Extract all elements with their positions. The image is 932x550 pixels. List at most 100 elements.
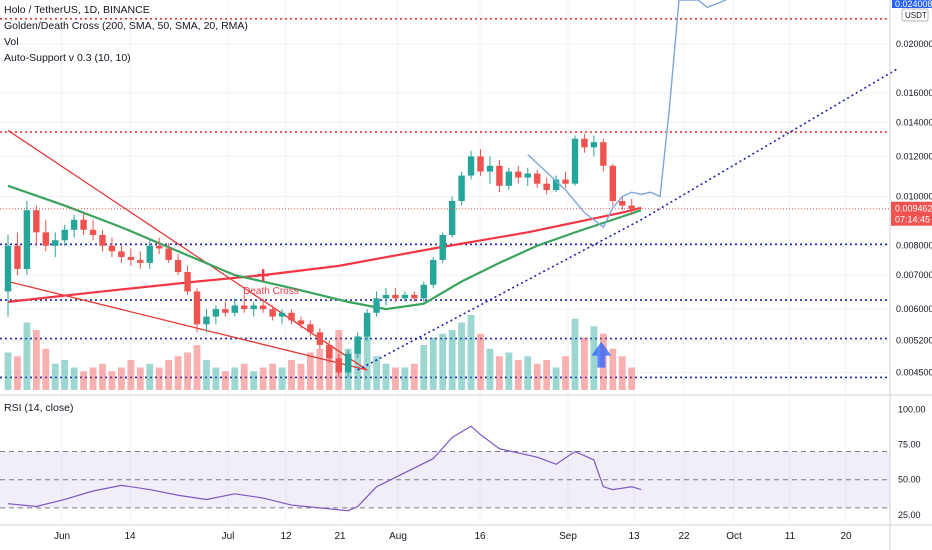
currency-badge: [901, 8, 929, 22]
candle-body-57: [543, 183, 550, 191]
time-tick-12: 20: [840, 531, 852, 542]
time-tick-8: 13: [628, 531, 640, 542]
candle-body-32: [307, 324, 314, 333]
projection-line: [527, 0, 727, 229]
candle-body-26: [250, 305, 257, 310]
rsi-tick-1: 75.00: [898, 440, 921, 450]
candle-body-1: [14, 245, 21, 269]
price-tick-5: 0.008000: [896, 241, 932, 251]
support-trend-line: [357, 68, 897, 371]
price-tick-3: 0.012000: [896, 151, 932, 161]
candle-body-23: [222, 309, 229, 313]
indicator-volume[interactable]: Vol: [4, 36, 19, 48]
volume-bar-64: [609, 348, 617, 390]
volume-bar-60: [571, 318, 579, 390]
volume-bar-10: [99, 363, 106, 390]
candle-body-38: [363, 312, 371, 337]
volume-bar-55: [524, 356, 532, 390]
volume-bar-12: [118, 367, 125, 390]
candle-body-52: [496, 165, 503, 186]
volume-bar-56: [533, 363, 541, 390]
volume-bar-32: [307, 352, 314, 390]
candle-body-7: [70, 219, 78, 230]
candle-body-53: [505, 171, 513, 186]
currency-label: USDT: [905, 11, 927, 20]
top-price-tag: [892, 0, 932, 8]
candle-body-65: [619, 200, 626, 206]
volume-bar-59: [562, 356, 569, 390]
time-tick-3: 12: [280, 531, 292, 542]
candle-body-16: [156, 245, 163, 249]
time-tick-9: 22: [678, 531, 690, 542]
volume-bar-49: [467, 315, 475, 390]
rsi-tick-3: 25.00: [898, 510, 921, 520]
volume-bar-65: [618, 356, 626, 390]
candle-body-33: [316, 332, 324, 345]
candle-body-15: [146, 245, 153, 263]
volume-bar-51: [486, 348, 494, 390]
candles: [4, 133, 635, 378]
price-tick-7: 0.006000: [896, 304, 932, 314]
time-tick-10: Oct: [726, 531, 742, 542]
volume-bar-46: [439, 333, 447, 390]
rsi-line: [7, 425, 642, 512]
volume-bar-16: [155, 367, 163, 390]
volume-bar-41: [392, 367, 399, 390]
volume-bar-27: [259, 367, 267, 390]
candle-body-3: [33, 210, 40, 233]
candle-body-17: [165, 248, 172, 260]
time-tick-7: Sep: [559, 531, 577, 542]
price-tick-9: 0.004500: [896, 367, 932, 377]
volume-bar-15: [146, 363, 154, 390]
candle-body-66: [628, 205, 635, 209]
rsi-tick-2: 50.00: [898, 475, 921, 485]
candle-body-63: [600, 142, 607, 166]
candle-body-47: [448, 200, 456, 235]
candle-body-14: [137, 259, 144, 263]
candle-body-21: [203, 316, 210, 325]
price-tick-4: 0.010000: [896, 192, 932, 202]
rsi-background: [0, 451, 890, 509]
volume-bar-2: [23, 322, 31, 390]
volume-bar-34: [325, 345, 333, 390]
volume-bar-6: [61, 360, 69, 390]
candle-body-25: [241, 305, 248, 310]
volume-bar-14: [136, 367, 144, 390]
rsi-line-group: [7, 425, 642, 512]
volume-bar-19: [184, 352, 191, 390]
rsi-tick-0: 100.00: [898, 404, 926, 414]
volume-bar-48: [458, 322, 465, 390]
volume-bar-58: [552, 367, 560, 390]
volume-bar-43: [410, 363, 418, 390]
candle-body-61: [581, 138, 588, 148]
volume-bar-33: [316, 348, 324, 390]
candle-body-44: [420, 284, 427, 299]
volume-bar-13: [127, 360, 135, 390]
candle-body-54: [515, 171, 522, 178]
moving-averages: [7, 184, 642, 311]
price-tick-2: 0.014000: [896, 117, 932, 127]
candle-body-59: [562, 179, 569, 184]
candle-body-39: [373, 298, 380, 313]
indicator-golden-death-cross[interactable]: Golden/Death Cross (200, SMA, 50, SMA, 2…: [4, 20, 248, 32]
indicator-auto-support[interactable]: Auto-Support v 0.3 (10, 10): [4, 52, 131, 64]
time-tick-1: 14: [124, 531, 136, 542]
candle-body-8: [80, 219, 87, 230]
candle-body-6: [61, 229, 68, 241]
current-price-label: 0.009462: [895, 204, 932, 214]
candle-body-9: [89, 229, 97, 235]
symbol-title[interactable]: Holo / TetherUS, 1D, BINANCE: [4, 4, 150, 16]
candle-body-50: [477, 156, 484, 172]
volume-bars: [4, 315, 636, 390]
price-tick-0: 0.020000: [896, 39, 932, 49]
volume-bar-57: [543, 360, 551, 390]
grid: [0, 0, 890, 522]
time-tick-5: Aug: [389, 531, 407, 542]
candle-body-64: [609, 165, 616, 201]
volume-bar-42: [401, 367, 409, 390]
candle-body-5: [52, 240, 59, 246]
volume-bar-62: [590, 326, 598, 390]
candle-body-36: [345, 353, 352, 373]
rsi-title[interactable]: RSI (14, close): [4, 402, 74, 414]
